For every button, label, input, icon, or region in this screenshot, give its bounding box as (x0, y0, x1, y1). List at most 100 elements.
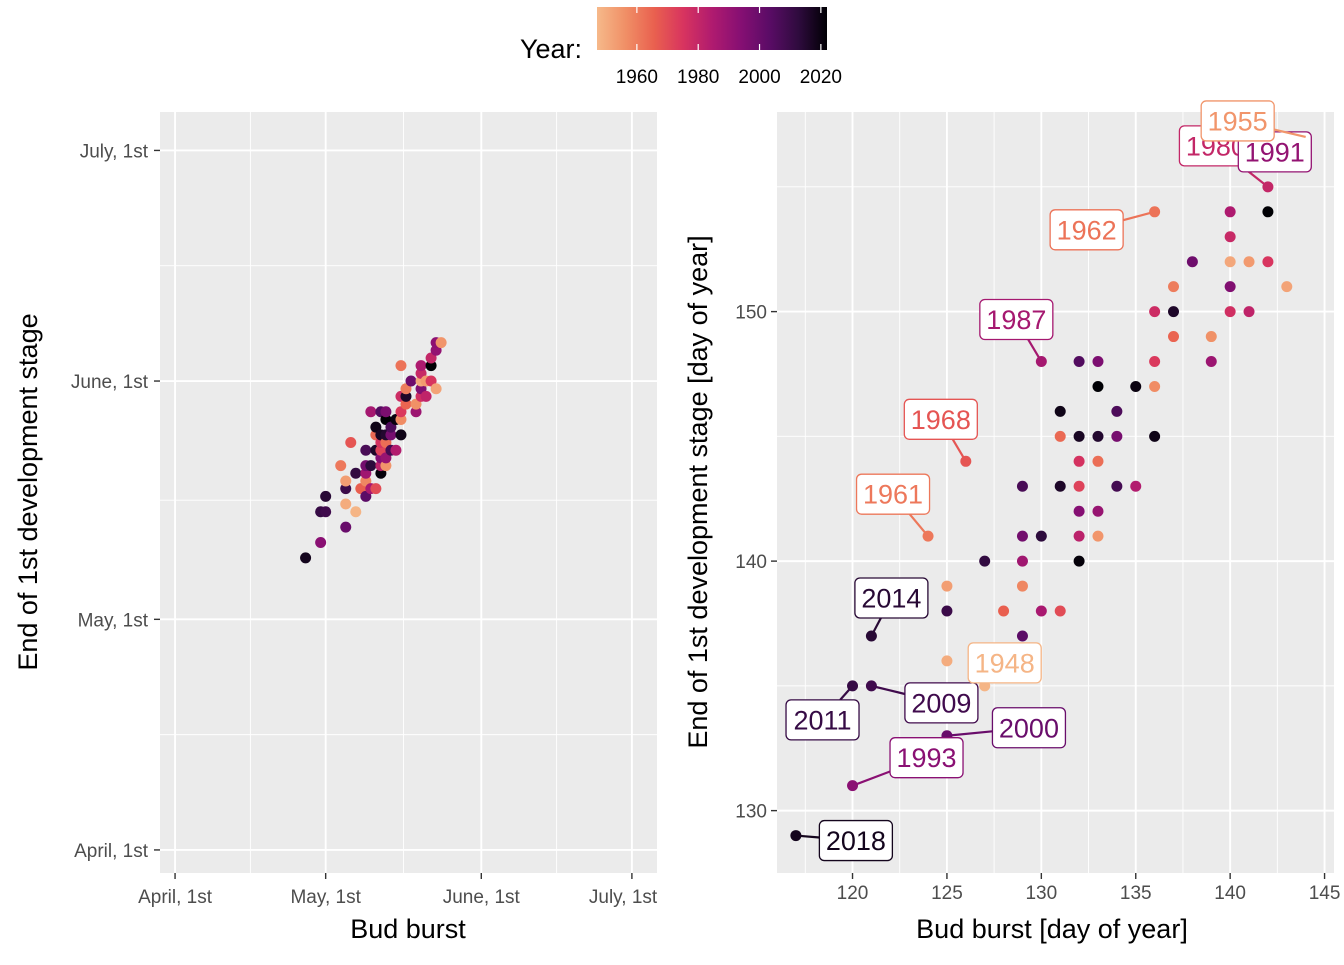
x-tick-label: May, 1st (290, 887, 361, 908)
y-tick-label: 150 (735, 303, 767, 324)
data-point (385, 429, 397, 441)
data-point (395, 360, 407, 372)
data-point (1035, 530, 1047, 542)
callout-label: 1962 (1057, 215, 1117, 245)
data-point (1054, 480, 1066, 492)
left-points (300, 337, 447, 564)
data-point (430, 383, 442, 395)
y-tick-label: May, 1st (78, 610, 149, 631)
data-point (380, 460, 392, 472)
data-point (420, 390, 432, 402)
data-point (998, 605, 1010, 617)
legend-colorbar (597, 7, 827, 50)
legend-title: Year: (520, 34, 582, 64)
x-tick-label: 140 (1214, 883, 1246, 904)
year-callout: 1948 (967, 642, 1042, 687)
data-point (345, 437, 357, 449)
callout-leader (870, 617, 882, 637)
left-x-ticks: April, 1st May, 1st June, 1st July, 1st (138, 873, 658, 908)
data-point (1073, 505, 1085, 517)
data-point (1054, 405, 1066, 417)
callout-box (904, 682, 979, 724)
year-callout: 2011 (785, 685, 860, 741)
callout-box (979, 298, 1054, 341)
data-point (405, 375, 417, 387)
data-point (1054, 605, 1066, 617)
callout-box (855, 473, 931, 515)
year-callout: 2009 (871, 682, 979, 724)
legend-tick-label: 1960 (616, 67, 658, 88)
data-point (300, 552, 312, 564)
callout-leader (908, 513, 929, 537)
data-point (320, 506, 332, 518)
data-point (1205, 356, 1217, 368)
year-callout: 1991 (1237, 131, 1312, 173)
x-tick-label: April, 1st (138, 887, 213, 908)
callout-leader (1273, 128, 1306, 139)
data-point (1016, 630, 1028, 642)
data-point (1092, 430, 1104, 442)
data-point (1262, 256, 1274, 268)
y-tick-label: April, 1st (74, 841, 149, 862)
callout-leader (946, 730, 993, 737)
x-tick-label: 125 (931, 883, 963, 904)
callout-box (818, 819, 894, 862)
data-point (1243, 306, 1255, 318)
y-tick-label: June, 1st (71, 372, 149, 393)
callout-leader (871, 684, 906, 696)
data-point (1281, 281, 1293, 293)
data-point (365, 406, 377, 418)
data-point (1073, 356, 1085, 368)
data-point (370, 483, 382, 495)
year-callout: 2018 (795, 819, 894, 862)
right-x-axis-title: Bud burst [day of year] (916, 914, 1188, 944)
x-tick-label: June, 1st (443, 887, 521, 908)
year-callout: 1955 (1200, 100, 1306, 142)
callout-box (854, 577, 929, 619)
data-point (315, 536, 327, 548)
data-point (1224, 206, 1236, 218)
y-tick-label: 130 (735, 802, 767, 823)
data-point (395, 413, 407, 425)
data-point (1149, 430, 1161, 442)
year-callout: 1968 (903, 398, 978, 462)
right-callouts: 2018 1993 2011 2009 2014 1961 2000 1968 1948 1987… (785, 100, 1312, 862)
data-point (1016, 580, 1028, 592)
callout-leader (839, 685, 854, 701)
callout-box (991, 707, 1067, 749)
left-y-ticks: April, 1st May, 1st June, 1st July, 1st (71, 141, 160, 862)
data-point (335, 460, 347, 472)
x-tick-label: 130 (1025, 883, 1057, 904)
data-point (1111, 430, 1123, 442)
data-point (1224, 256, 1236, 268)
callout-label: 1991 (1245, 137, 1305, 167)
legend-ticks: 1960 1980 2000 2020 (616, 7, 842, 88)
data-point (350, 506, 362, 518)
data-point (410, 406, 422, 418)
right-y-axis-title: End of 1st development stage [day of yea… (683, 235, 713, 748)
year-callout: 1962 (1049, 209, 1155, 251)
callout-box (1049, 209, 1124, 251)
data-point (1168, 331, 1180, 343)
data-point (365, 460, 377, 472)
callout-leader (1122, 210, 1155, 222)
data-point (395, 429, 407, 441)
y-tick-label: July, 1st (80, 141, 149, 162)
data-point (1092, 380, 1104, 392)
x-tick-label: 120 (837, 883, 869, 904)
data-point (941, 580, 953, 592)
callout-box (1200, 100, 1275, 142)
year-callout: 2014 (854, 577, 929, 637)
data-point (360, 444, 372, 456)
data-point (435, 337, 447, 349)
data-point (1092, 530, 1104, 542)
callout-label: 2009 (911, 688, 971, 718)
data-point (415, 360, 427, 372)
year-callout: 2000 (946, 707, 1067, 749)
callout-label: 1961 (863, 480, 923, 510)
data-point (340, 483, 352, 495)
year-callout: 1961 (855, 473, 931, 537)
data-point (340, 498, 352, 510)
legend-tick-label: 2020 (800, 67, 842, 88)
